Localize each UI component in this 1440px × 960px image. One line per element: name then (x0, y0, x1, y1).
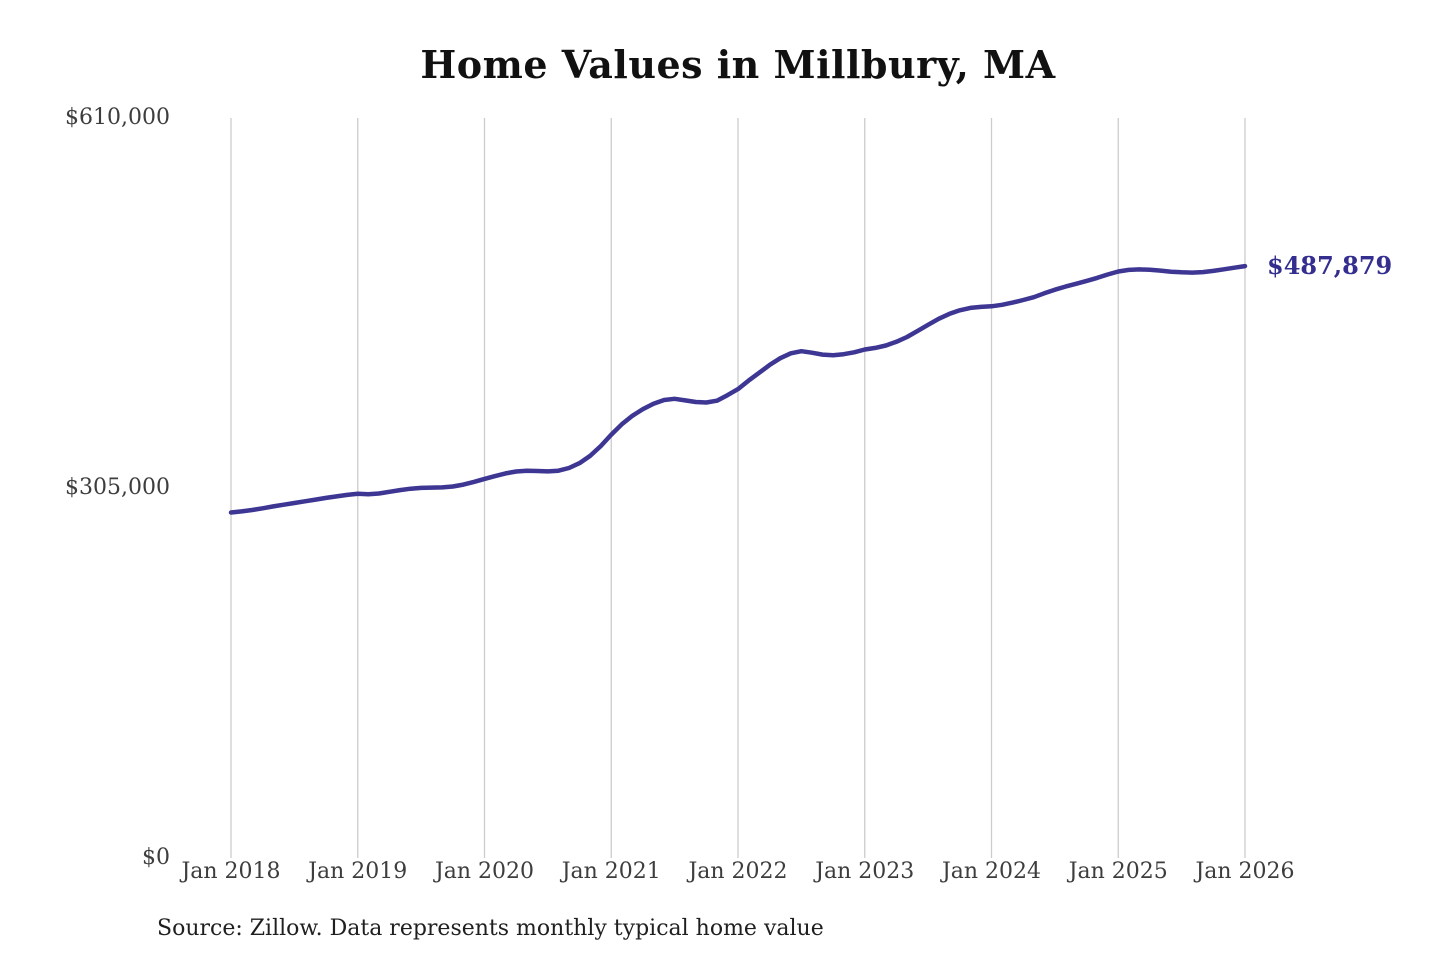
source-note: Source: Zillow. Data represents monthly … (157, 916, 824, 941)
y-tick-label: $610,000 (65, 105, 170, 130)
y-tick-label: $305,000 (65, 475, 170, 500)
x-tick-label: Jan 2022 (688, 859, 788, 884)
chart-title: Home Values in Millbury, MA (420, 42, 1056, 87)
x-tick-label: Jan 2021 (561, 859, 661, 884)
x-tick-label: Jan 2020 (434, 859, 535, 884)
y-tick-label: $0 (142, 845, 170, 870)
x-tick-label: Jan 2023 (815, 859, 915, 884)
current-value-label: $487,879 (1267, 251, 1393, 281)
x-tick-label: Jan 2018 (181, 859, 281, 884)
x-tick-label: Jan 2026 (1195, 859, 1295, 884)
x-tick-label: Jan 2019 (308, 859, 408, 884)
x-tick-label: Jan 2024 (941, 859, 1042, 884)
home-value-line (228, 263, 1248, 515)
x-tick-label: Jan 2025 (1068, 859, 1168, 884)
